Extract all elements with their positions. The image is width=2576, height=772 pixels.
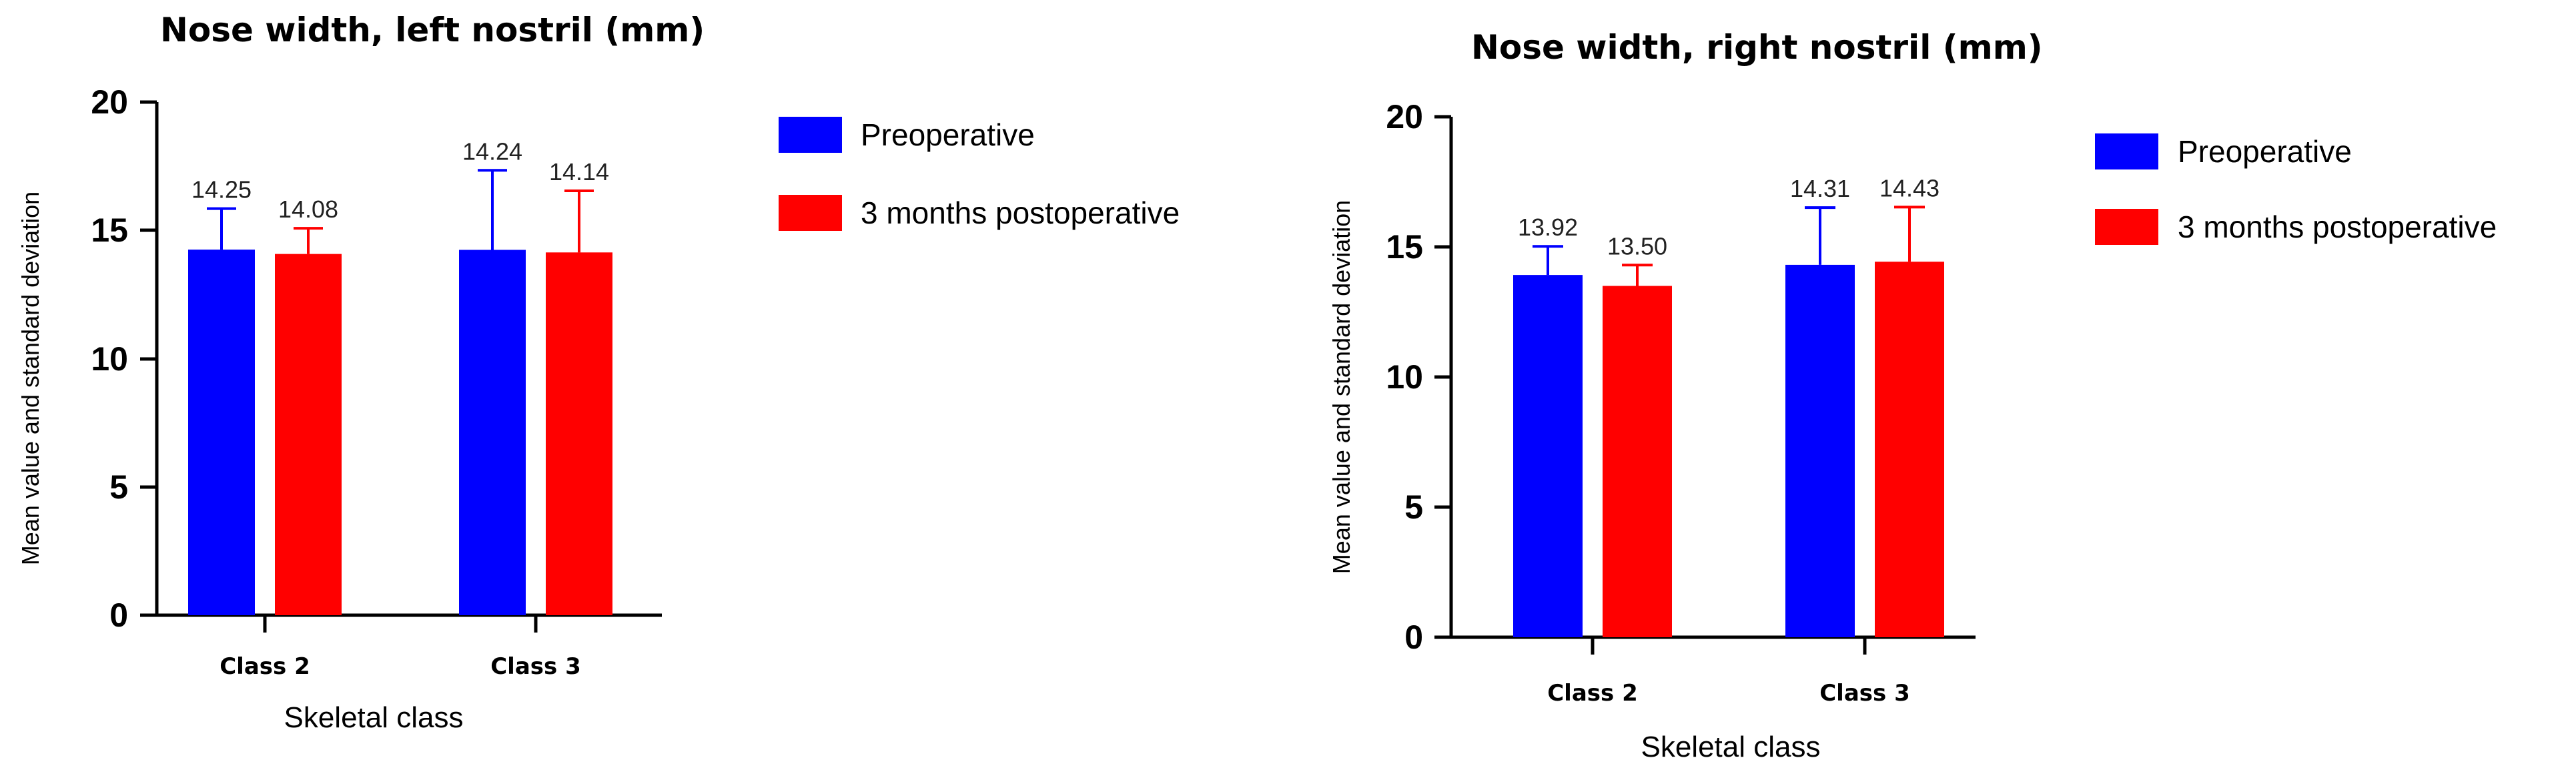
y-ticks: 0 5 10 15 20 [91,83,157,634]
chart-right-nostril: Nose width, right nostril (mm) Mean valu… [1328,28,2497,763]
chart-title: Nose width, left nostril (mm) [160,11,705,49]
bar-preoperative [459,250,526,615]
x-axis-label: Skeletal class [1641,731,1820,763]
data-label-preoperative: 14.24 [462,137,522,165]
bar-preoperative [1513,275,1583,637]
chart-title: Nose width, right nostril (mm) [1471,28,2043,67]
data-label-postoperative: 14.08 [278,196,338,223]
legend-swatch-preoperative [2095,133,2158,169]
legend-label: 3 months postoperative [2178,210,2497,244]
legend-swatch-preoperative [779,117,842,153]
x-tick-label: Class 3 [1819,680,1910,707]
data-label-postoperative: 13.50 [1607,232,1667,260]
y-tick-label: 20 [1386,98,1423,135]
y-ticks: 0 5 10 15 20 [1386,98,1451,656]
data-label-preoperative: 14.31 [1790,175,1850,202]
legend: Preoperative 3 months postoperative [2095,133,2497,245]
y-axis-label: Mean value and standard deviation [17,191,44,565]
legend-label: Preoperative [861,117,1035,152]
x-tick-label: Class 2 [1547,680,1638,707]
chart-left-nostril: Nose width, left nostril (mm) Mean value… [17,11,1180,734]
bar-preoperative [188,250,255,615]
x-axis-label: Skeletal class [284,701,463,734]
bar-postoperative [275,254,342,615]
bar-preoperative [1785,264,1855,637]
x-ticks: Class 2 Class 3 [220,615,581,680]
y-tick-label: 5 [1404,488,1423,526]
y-tick-label: 15 [1386,228,1423,266]
x-ticks: Class 2 Class 3 [1547,637,1910,707]
y-tick-label: 10 [91,340,128,378]
x-tick-label: Class 2 [220,653,310,680]
data-label-postoperative: 14.14 [549,158,609,185]
legend-swatch-postoperative [779,195,842,231]
data-label-postoperative: 14.43 [1879,174,1940,202]
y-tick-label: 0 [109,597,128,634]
y-tick-label: 10 [1386,358,1423,396]
x-tick-label: Class 3 [490,653,581,680]
legend-swatch-postoperative [2095,209,2158,245]
y-axis-label: Mean value and standard deviation [1328,200,1355,574]
bar-postoperative [546,252,612,615]
legend: Preoperative 3 months postoperative [779,117,1180,231]
bar-postoperative [1875,262,1944,638]
bar-postoperative [1603,286,1672,637]
y-tick-label: 20 [91,83,128,121]
bar-marks: 13.92 14.31 13.50 14.43 [1513,174,1944,638]
legend-label: Preoperative [2178,134,2352,169]
bar-marks: 14.25 14.24 14.08 14.14 [188,137,612,615]
y-tick-label: 5 [109,468,128,506]
y-tick-label: 0 [1404,619,1423,656]
data-label-preoperative: 14.25 [191,176,252,204]
y-tick-label: 15 [91,212,128,249]
data-label-preoperative: 13.92 [1518,214,1578,241]
legend-label: 3 months postoperative [861,196,1180,230]
